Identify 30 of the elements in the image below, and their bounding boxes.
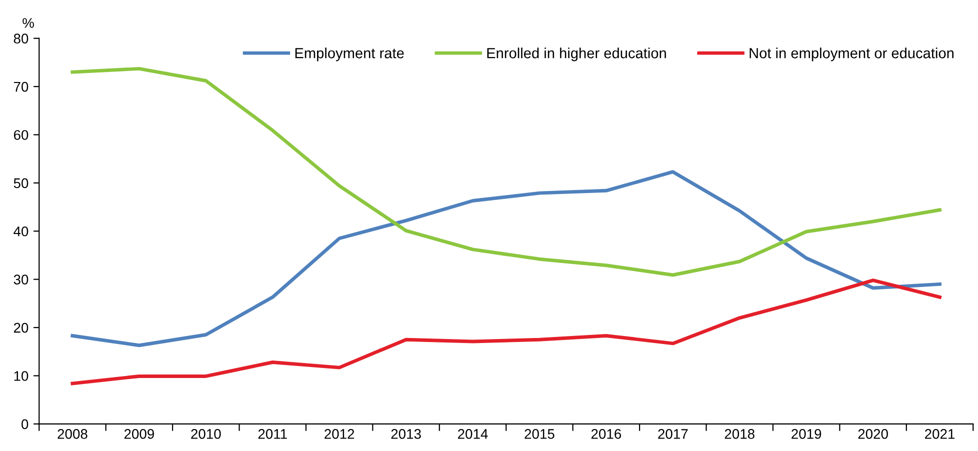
legend-label: Not in employment or education: [750, 48, 954, 62]
y-tick-label: 20: [14, 322, 28, 333]
y-tick-label: 30: [14, 274, 28, 285]
legend-label: Enrolled in higher education: [487, 48, 666, 62]
y-tick-label: 80: [14, 34, 28, 44]
x-tick-label: 2019: [792, 429, 822, 439]
y-tick-label: 60: [14, 130, 28, 140]
x-tick-label: 2016: [591, 429, 622, 439]
x-tick-label: 2009: [124, 429, 154, 439]
legend-label: Employment rate: [295, 48, 404, 62]
y-tick-label: 70: [14, 82, 28, 92]
line-series: [70, 66, 942, 277]
line-series: [70, 278, 942, 386]
x-tick-label: 2018: [724, 429, 754, 439]
y-tick-label: 50: [14, 178, 28, 188]
x-tick-label: 2008: [58, 429, 88, 439]
x-tick-label: 2012: [324, 429, 354, 439]
x-tick-label: 2013: [391, 429, 421, 439]
line-series: [70, 170, 942, 348]
x-tick-label: 2010: [191, 429, 221, 439]
x-tick-label: 2020: [858, 429, 888, 439]
y-tick-label: 0: [22, 419, 28, 430]
x-tick-label: 2011: [258, 429, 287, 439]
x-tick-label: 2014: [458, 429, 488, 439]
y-axis-title: %: [22, 18, 34, 28]
y-tick-label: 10: [14, 371, 28, 381]
x-tick-label: 2015: [524, 429, 554, 439]
y-tick-label: 40: [14, 226, 28, 236]
x-tick-label: 2021: [925, 429, 955, 439]
x-tick-label: 2017: [658, 429, 688, 439]
